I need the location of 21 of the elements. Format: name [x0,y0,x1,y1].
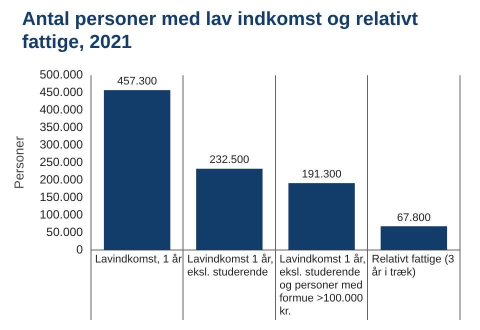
data-label: 457.300 [117,76,157,88]
x-tick-label: Lavindkomst 1 år, eksl. studerende [187,254,274,279]
y-tick-label: 500.000 [40,68,84,82]
x-tick-label: Relativt fattige (3 år i træk) [372,254,454,279]
y-tick-label: 0 [76,242,84,256]
chart-title: Antal personer med lav indkomst og relativt fattige, 2021 [22,8,419,54]
y-tick-label: 250.000 [40,154,84,169]
y-tick-label: 100.000 [40,207,84,222]
y-tick-label: 350.000 [40,120,84,134]
y-tick-label: 150.000 [40,190,84,204]
y-tick-label: 200.000 [40,172,84,186]
x-tick-label: Lavindkomst 1 år, eksl. studerende og personer med formue >100.000 kr. [279,254,366,318]
y-axis-title: Personer [11,136,26,189]
y-tick-label: 50.000 [46,224,84,239]
data-label: 232.500 [209,154,250,166]
y-tick-label: 300.000 [40,137,84,152]
x-tick-label: Lavindkomst, 1 år [94,254,182,266]
y-tick-label: 400.000 [40,102,84,116]
data-label: 67.800 [397,212,431,224]
data-label: 191.300 [302,168,342,181]
y-tick-label: 450.000 [40,84,84,99]
